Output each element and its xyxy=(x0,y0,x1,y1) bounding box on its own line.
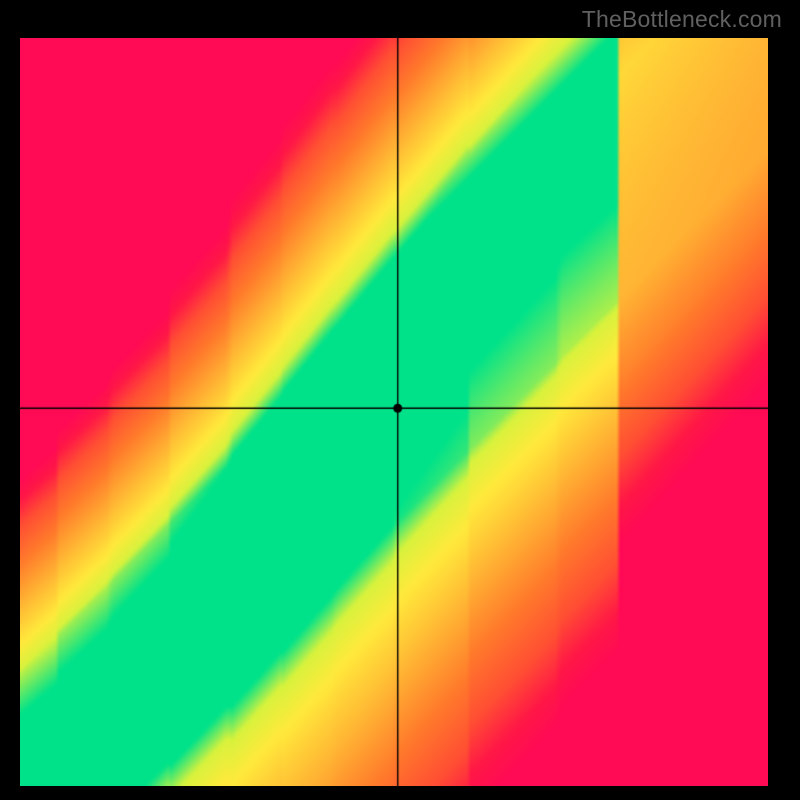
chart-frame: { "watermark": "TheBottleneck.com", "wat… xyxy=(0,0,800,800)
watermark: TheBottleneck.com xyxy=(582,6,782,33)
heatmap-canvas xyxy=(20,38,768,786)
